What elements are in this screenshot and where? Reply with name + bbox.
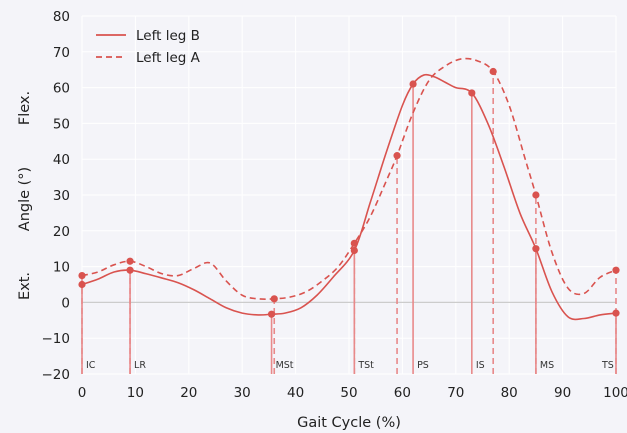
phase-label: PS — [417, 360, 429, 371]
y-tick-label: 70 — [53, 45, 70, 61]
x-tick-labels: 0 10 20 30 40 50 60 70 80 90 100 — [78, 385, 627, 401]
series-layer — [81, 57, 617, 321]
marker-left-leg-b — [532, 245, 540, 253]
y-tick-label: −20 — [42, 367, 71, 383]
marker-left-leg-b — [612, 309, 620, 317]
x-tick-label: 30 — [234, 385, 251, 401]
x-tick-label: 60 — [394, 385, 411, 401]
marker-left-leg-a — [270, 295, 278, 303]
marker-left-leg-a — [350, 239, 358, 247]
x-tick-label: 10 — [127, 385, 144, 401]
marker-left-leg-b — [126, 266, 134, 274]
x-tick-label: 40 — [287, 385, 304, 401]
marker-left-leg-b — [350, 246, 358, 255]
y-tick-label: −10 — [42, 331, 71, 347]
x-tick-label: 0 — [78, 385, 87, 401]
marker-left-leg-a — [78, 271, 86, 280]
marker-left-leg-a — [612, 266, 620, 274]
legend-label-b: Left leg B — [136, 28, 200, 44]
y-axis-title: Angle (°) — [17, 167, 33, 231]
y-tick-label: 80 — [53, 9, 70, 25]
phase-label: TSt — [357, 360, 374, 371]
marker-left-leg-b — [409, 80, 417, 88]
phase-label: IC — [86, 360, 96, 371]
marker-left-leg-a — [489, 67, 497, 76]
x-tick-label: 70 — [447, 385, 464, 401]
x-axis-title: Gait Cycle (%) — [297, 415, 401, 431]
legend: Left leg B Left leg A — [96, 28, 201, 66]
phase-label: LR — [134, 360, 146, 371]
y-tick-label: 20 — [53, 224, 70, 240]
marker-left-leg-a — [532, 191, 540, 199]
marker-left-leg-a — [393, 152, 401, 160]
y-tick-labels: −20 −10 0 10 20 30 40 50 60 70 80 — [42, 9, 71, 383]
event-lines — [81, 71, 617, 374]
marker-left-leg-b — [78, 280, 86, 289]
x-tick-label: 20 — [180, 385, 197, 401]
x-tick-label: 50 — [340, 385, 357, 401]
y-tick-label: 60 — [53, 81, 70, 97]
marker-left-leg-a — [126, 257, 134, 265]
event-markers — [78, 67, 620, 318]
phase-label: MSt — [276, 360, 294, 371]
legend-label-a: Left leg A — [136, 50, 201, 66]
y-tick-label: 30 — [53, 188, 70, 204]
y-tick-label: 10 — [53, 260, 70, 276]
phase-label: MS — [540, 360, 554, 371]
y-axis-ext-label: Ext. — [17, 272, 33, 300]
y-tick-label: 50 — [53, 116, 70, 132]
x-tick-label: 100 — [603, 385, 627, 401]
y-tick-label: 40 — [53, 152, 70, 168]
y-tick-label: 0 — [61, 295, 70, 311]
marker-left-leg-b — [468, 89, 476, 97]
phase-label: IS — [476, 360, 485, 371]
series-line-left-leg-b — [81, 73, 617, 321]
x-tick-label: 80 — [501, 385, 518, 401]
phase-label: TS — [601, 360, 614, 371]
phase-labels: IC LR MSt TSt PS IS MS TS — [86, 360, 614, 371]
marker-left-leg-b — [267, 310, 276, 318]
x-tick-label: 90 — [554, 385, 571, 401]
y-axis-flex-label: Flex. — [17, 91, 33, 125]
